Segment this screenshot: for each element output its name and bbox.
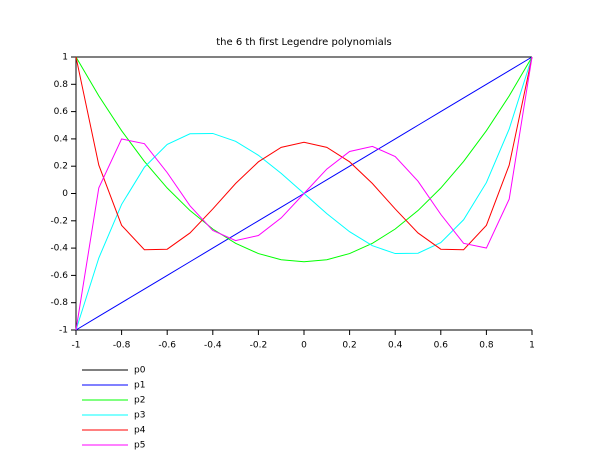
legend-label: p1 [134,381,145,391]
x-tick-label: 0.8 [479,341,494,351]
x-tick-label: 0 [301,341,307,351]
x-tick-label: 0.2 [342,341,356,351]
legend-label: p0 [134,366,146,376]
x-tick-label: -0.8 [113,341,131,351]
y-tick-label: 0 [62,189,68,199]
y-tick-label: 1 [62,53,68,63]
x-tick-label: -0.6 [158,341,176,351]
chart-title: the 6 th first Legendre polynomials [216,37,392,48]
x-tick-label: -0.4 [204,341,222,351]
legend-label: p5 [134,441,145,451]
y-tick-label: 0.6 [54,107,69,117]
y-tick-label: -0.2 [50,216,68,226]
series-line [75,56,533,251]
y-tick-label: -1 [59,326,68,336]
legend-label: p2 [134,396,145,406]
legend-label: p4 [134,426,146,436]
x-tick-label: -1 [72,341,81,351]
y-tick-label: -0.6 [50,271,68,281]
y-tick-label: -0.4 [50,244,68,254]
series-line [75,56,533,331]
x-tick-label: 0.4 [388,341,403,351]
y-tick-label: 0.4 [54,134,69,144]
legend-label: p3 [134,411,145,421]
x-tick-label: 0.6 [434,341,449,351]
y-tick-label: -0.8 [50,298,68,308]
series-line [75,56,533,263]
x-tick-label: 1 [529,341,535,351]
y-tick-label: 0.2 [54,162,68,172]
y-tick-label: 0.8 [54,80,69,90]
x-tick-label: -0.2 [250,341,268,351]
